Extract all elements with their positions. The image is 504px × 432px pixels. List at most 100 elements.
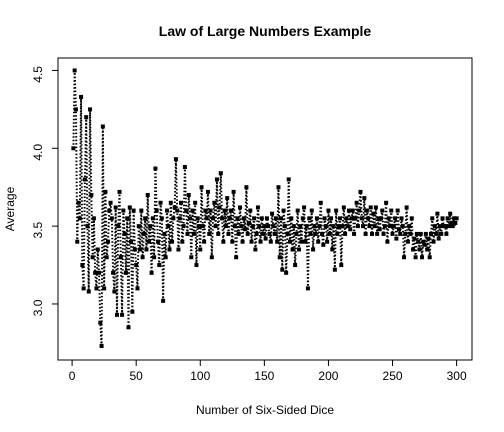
data-point <box>423 231 428 236</box>
data-point <box>445 216 450 221</box>
data-point <box>453 221 458 226</box>
data-point <box>387 224 392 229</box>
data-point <box>270 211 275 216</box>
data-point <box>268 239 273 244</box>
x-axis-label: Number of Six-Sided Dice <box>196 403 334 417</box>
data-point <box>413 255 418 260</box>
data-point <box>250 224 255 229</box>
data-point <box>118 255 123 260</box>
data-point <box>332 267 337 272</box>
data-point <box>150 216 155 221</box>
data-point <box>177 216 182 221</box>
data-point <box>216 231 221 236</box>
data-point <box>264 216 269 221</box>
data-point <box>95 247 100 252</box>
data-point <box>440 216 445 221</box>
data-point <box>190 208 195 213</box>
data-point <box>94 286 99 291</box>
data-point <box>339 263 344 268</box>
data-point <box>90 255 95 260</box>
data-point <box>371 211 376 216</box>
data-point <box>361 224 366 229</box>
data-point <box>234 255 239 260</box>
data-point <box>320 231 325 236</box>
data-point <box>404 205 409 210</box>
data-point <box>166 224 171 229</box>
data-point <box>148 224 153 229</box>
y-tick-label: 3.0 <box>31 299 45 316</box>
data-point <box>337 216 342 221</box>
data-point <box>452 216 457 221</box>
data-point <box>439 231 444 236</box>
data-point <box>354 200 359 205</box>
y-tick-label: 3.5 <box>31 221 45 238</box>
data-point <box>376 216 381 221</box>
data-point <box>391 224 396 229</box>
data-point <box>308 231 313 236</box>
data-point <box>294 231 299 236</box>
data-point <box>114 312 119 317</box>
data-point <box>359 216 364 221</box>
data-point <box>380 208 385 213</box>
data-point <box>400 224 405 229</box>
data-point <box>203 208 208 213</box>
data-point <box>149 270 154 275</box>
data-point <box>398 231 403 236</box>
data-point <box>189 255 194 260</box>
data-point <box>345 224 350 229</box>
data-point <box>112 289 117 294</box>
data-point <box>218 171 223 176</box>
data-point <box>394 236 399 241</box>
data-point <box>370 231 375 236</box>
data-point <box>428 231 433 236</box>
data-point <box>414 231 419 236</box>
data-point <box>120 312 125 317</box>
data-point <box>208 208 213 213</box>
x-tick-label: 150 <box>254 369 274 383</box>
data-point <box>181 224 186 229</box>
data-point <box>155 239 160 244</box>
data-point <box>248 208 253 213</box>
data-point <box>302 205 307 210</box>
data-point <box>138 247 143 252</box>
data-point <box>289 216 294 221</box>
data-point <box>173 157 178 162</box>
data-point <box>144 247 149 252</box>
data-point <box>335 231 340 236</box>
data-point <box>102 286 107 291</box>
data-point <box>125 216 130 221</box>
data-point <box>311 247 316 252</box>
data-point <box>273 216 278 221</box>
data-point <box>263 236 268 241</box>
data-point <box>389 208 394 213</box>
data-point <box>220 216 225 221</box>
data-point <box>249 239 254 244</box>
data-point <box>209 255 214 260</box>
data-point <box>161 298 166 303</box>
data-point <box>282 224 287 229</box>
chart-title: Law of Large Numbers Example <box>159 23 372 39</box>
data-point <box>312 224 317 229</box>
data-point <box>227 216 232 221</box>
data-point <box>298 224 303 229</box>
data-point <box>176 247 181 252</box>
data-point <box>98 320 103 325</box>
data-point <box>135 286 140 291</box>
data-point <box>132 247 137 252</box>
data-point <box>213 224 218 229</box>
data-point <box>277 255 282 260</box>
data-point <box>390 231 395 236</box>
data-point <box>184 208 189 213</box>
data-point <box>77 216 82 221</box>
data-point <box>336 224 341 229</box>
data-point <box>230 239 235 244</box>
data-point <box>238 205 243 210</box>
data-point <box>417 247 422 252</box>
data-point <box>272 231 277 236</box>
data-point <box>159 216 164 221</box>
data-point <box>420 255 425 260</box>
data-point <box>364 208 369 213</box>
data-point <box>403 231 408 236</box>
data-point <box>373 205 378 210</box>
